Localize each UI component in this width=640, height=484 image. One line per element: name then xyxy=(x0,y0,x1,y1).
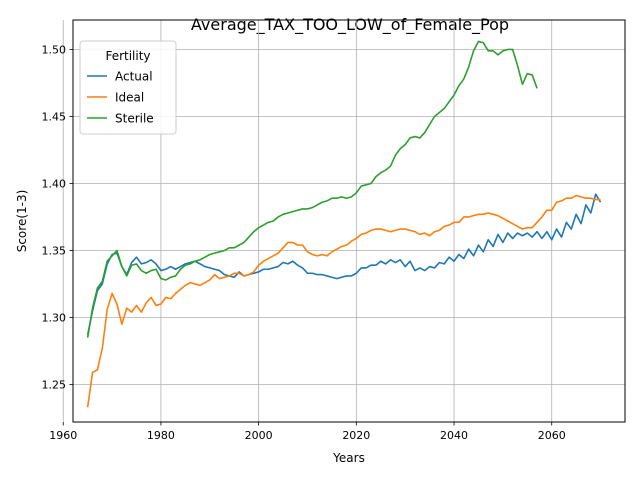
legend-label-sterile: Sterile xyxy=(115,112,154,126)
x-tick-label: 2060 xyxy=(538,429,566,442)
legend-title: Fertility xyxy=(105,49,150,63)
y-tick-label: 1.40 xyxy=(42,177,67,190)
x-tick-label: 2040 xyxy=(440,429,468,442)
plot-area-frame xyxy=(72,19,626,423)
legend-label-ideal: Ideal xyxy=(115,91,144,105)
legend-label-actual: Actual xyxy=(115,70,153,84)
x-tick-label: 1960 xyxy=(49,429,77,442)
x-tick-label: 2000 xyxy=(245,429,273,442)
x-tick-label: 2020 xyxy=(342,429,370,442)
chart-title: Average_TAX_TOO_LOW_of_Female_Pop xyxy=(191,15,509,35)
y-axis-label: Score(1-3) xyxy=(15,190,29,253)
y-tick-label: 1.50 xyxy=(42,43,67,56)
y-tick-label: 1.25 xyxy=(42,378,67,391)
x-axis-label: Years xyxy=(332,451,365,465)
legend: Fertility Actual Ideal Sterile xyxy=(79,40,177,135)
series-lines xyxy=(86,40,602,408)
x-tick-label: 1980 xyxy=(147,429,175,442)
legend-box xyxy=(79,40,177,135)
series-line-actual xyxy=(86,193,602,336)
y-tick-label: 1.35 xyxy=(42,244,67,257)
y-tick-label: 1.45 xyxy=(42,110,67,123)
legend-entries: Actual Ideal Sterile xyxy=(87,70,154,126)
series-line-ideal xyxy=(86,194,601,408)
axes: 1960 1980 2000 2020 2040 2060 1.25 1.30 1.35 1.40… xyxy=(42,43,566,442)
series-line-sterile xyxy=(86,40,538,338)
y-tick-label: 1.30 xyxy=(42,311,67,324)
